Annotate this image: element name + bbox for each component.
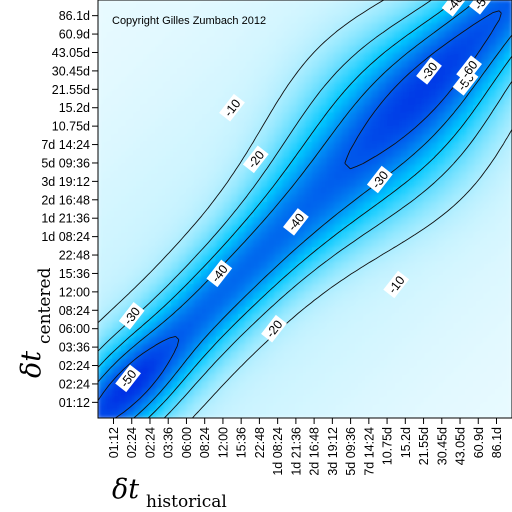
y-tick-label: 1d 21:36 <box>41 212 90 226</box>
x-tick-label: 02:24 <box>125 427 139 458</box>
x-tick-label: 08:24 <box>198 427 212 458</box>
y-tick-label: 12:00 <box>59 285 90 299</box>
x-tick-label: 21.55d <box>417 427 431 465</box>
contour-line <box>98 0 512 418</box>
x-tick-label: 12:00 <box>216 427 230 458</box>
y-tick-label: 02:24 <box>59 359 90 373</box>
y-tick-label: 60.9d <box>59 28 90 42</box>
y-tick-label: 43.05d <box>52 46 90 60</box>
contour-line <box>98 0 512 418</box>
y-tick-label: 22:48 <box>59 249 90 263</box>
x-tick-label: 86.1d <box>490 427 504 458</box>
x-tick-label: 10.75d <box>381 427 395 465</box>
plot-frame <box>97 0 512 419</box>
x-tick-label: 43.05d <box>454 427 468 465</box>
y-tick-label: 08:24 <box>59 304 90 318</box>
x-tick-label: 2d 16:48 <box>308 427 322 476</box>
x-tick-label: 06:00 <box>180 427 194 458</box>
y-tick-label: 3d 19:12 <box>41 175 90 189</box>
y-tick-label: 86.1d <box>59 9 90 23</box>
x-tick-label: 1d 08:24 <box>271 427 285 476</box>
x-tick-label: 30.45d <box>435 427 449 465</box>
y-tick-label: 1d 08:24 <box>41 230 90 244</box>
contour-line <box>98 10 502 418</box>
y-tick-label: 02:24 <box>59 377 90 391</box>
y-axis-symbol: δt <box>16 351 47 378</box>
x-tick-label: 3d 19:12 <box>326 427 340 476</box>
x-tick-label: 02:24 <box>144 427 158 458</box>
y-axis-title: δt centered <box>16 267 55 378</box>
x-tick-label: 1d 21:36 <box>289 427 303 476</box>
y-tick-label: 01:12 <box>59 396 90 410</box>
y-tick-label: 30.45d <box>52 64 90 78</box>
x-tick-label: 15:36 <box>235 427 249 458</box>
contour-line <box>98 0 512 418</box>
y-tick-label: 15:36 <box>59 267 90 281</box>
y-axis-subscript: centered <box>35 267 55 344</box>
y-tick-label: 7d 14:24 <box>41 138 90 152</box>
y-tick-label: 15.2d <box>59 101 90 115</box>
x-axis-ticks: 01:12 02:24 02:24 03:36 06:00 08:24 12:00 15:36… <box>107 418 504 476</box>
x-tick-label: 01:12 <box>107 427 121 458</box>
y-axis-ticks: 01:12 02:24 02:24 03:36 06:00 08:24 12:00 15:36… <box>41 9 98 410</box>
x-tick-label: 5d 09:36 <box>344 427 358 476</box>
y-tick-label: 10.75d <box>52 120 90 134</box>
y-tick-label: 06:00 <box>59 322 90 336</box>
y-tick-label: 2d 16:48 <box>41 193 90 207</box>
x-tick-label: 7d 14:24 <box>362 427 376 476</box>
x-axis-symbol: δt <box>112 474 139 505</box>
y-tick-label: 5d 09:36 <box>41 156 90 170</box>
x-tick-label: 60.9d <box>472 427 486 458</box>
y-tick-label: 03:36 <box>59 341 90 355</box>
contour-lines <box>98 0 512 418</box>
x-tick-label: 03:36 <box>162 427 176 458</box>
contour-line <box>98 0 512 418</box>
x-axis-title: δt historical <box>112 474 227 512</box>
copyright-annotation: Copyright Gilles Zumbach 2012 <box>112 15 266 27</box>
heatmap-field <box>98 0 512 418</box>
x-tick-label: 22:48 <box>253 427 267 458</box>
x-tick-label: 15.2d <box>399 427 413 458</box>
x-axis-subscript: historical <box>146 492 227 512</box>
y-tick-label: 21.55d <box>52 83 90 97</box>
